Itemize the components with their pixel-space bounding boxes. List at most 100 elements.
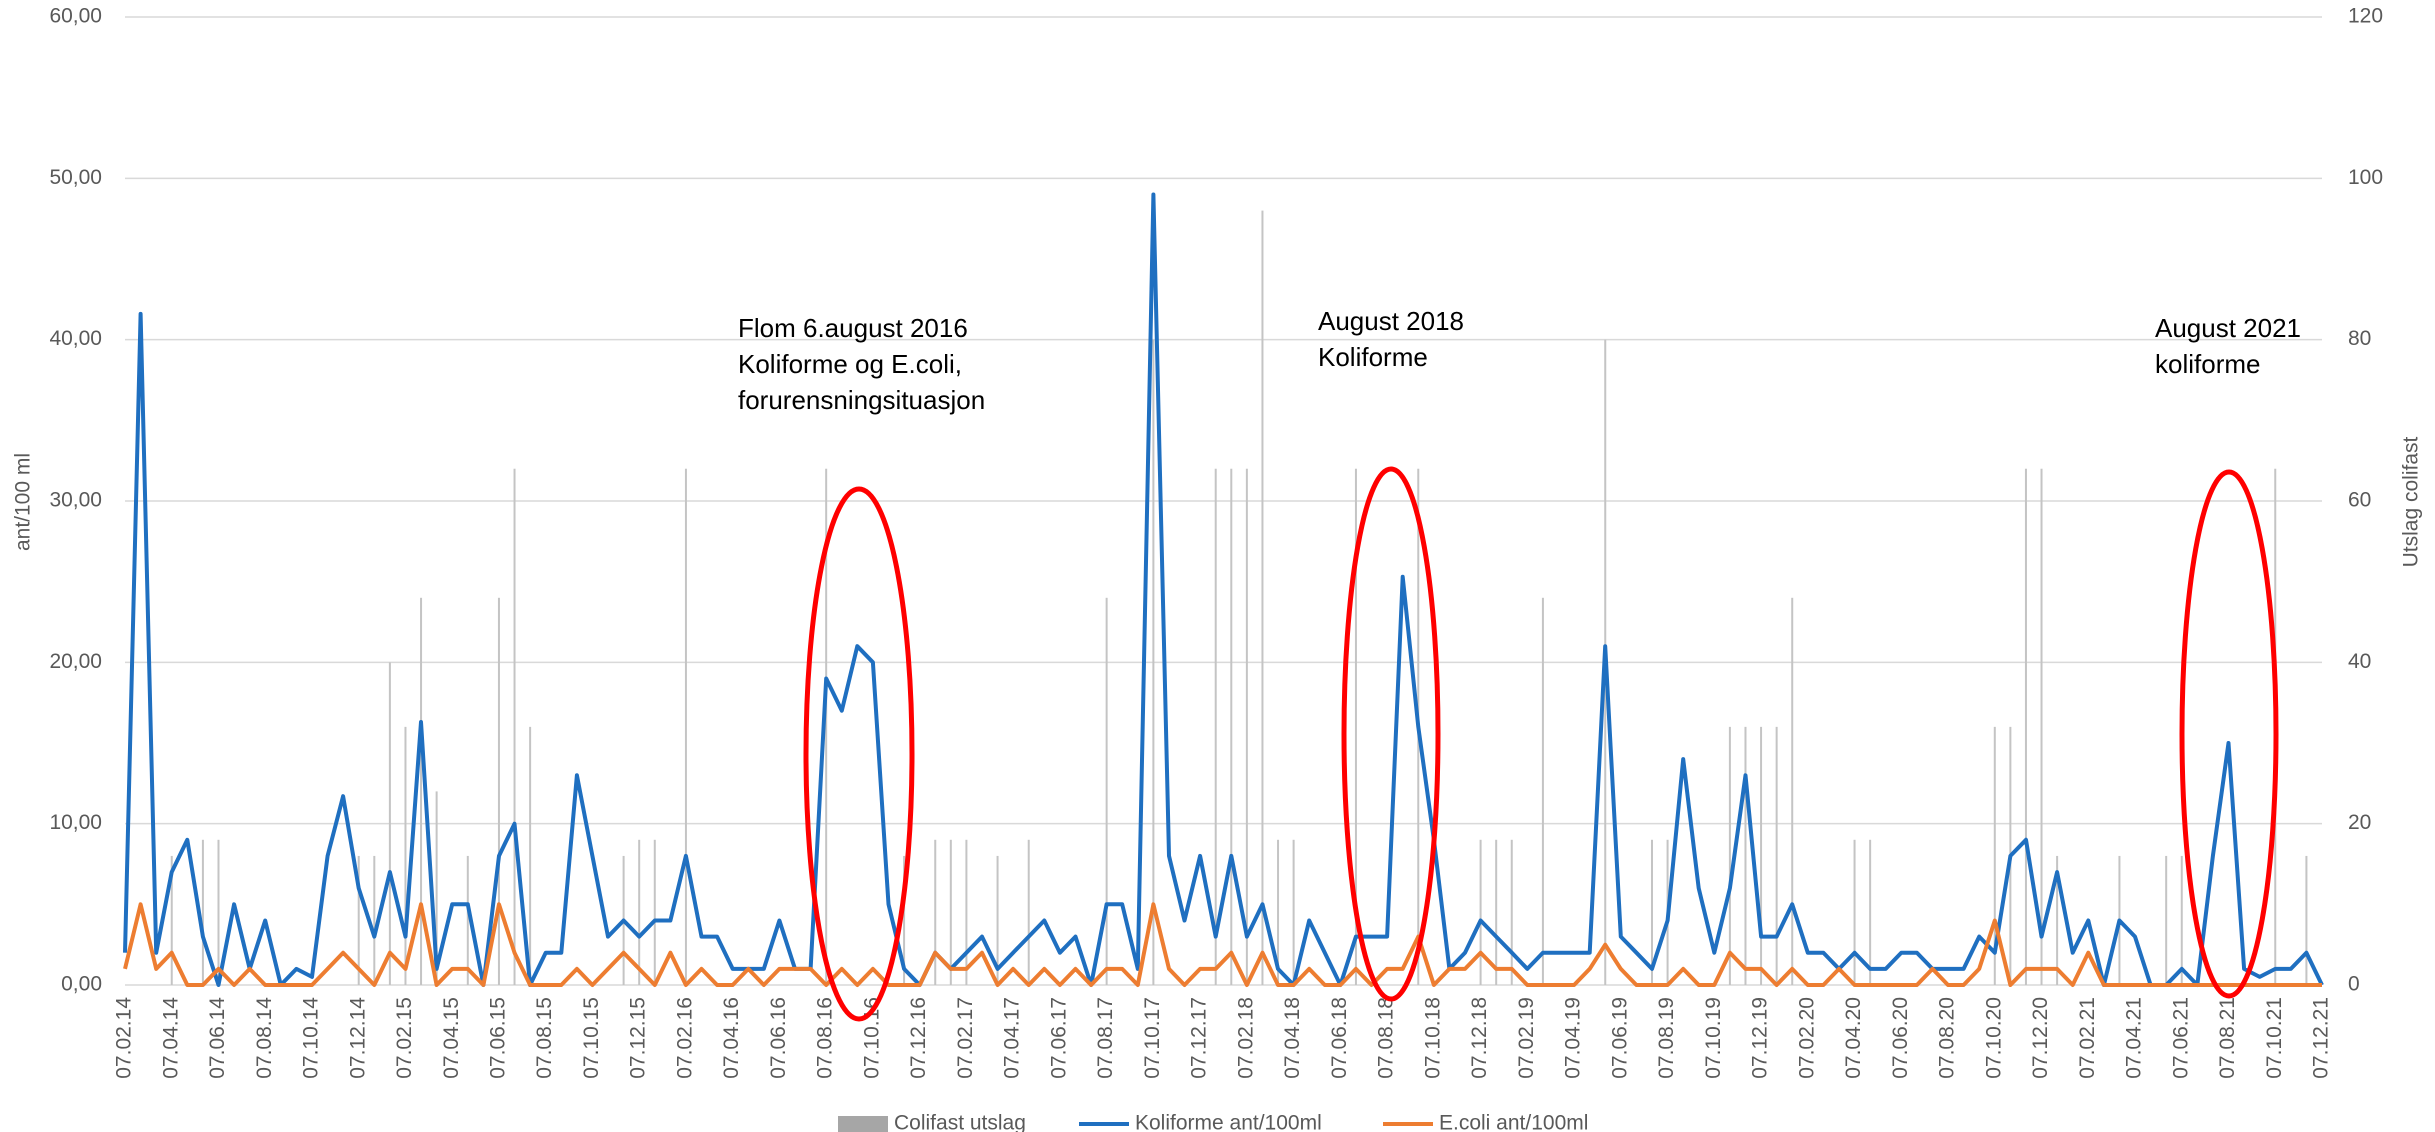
bar xyxy=(201,839,204,985)
x-tick-label: 07.08.21 xyxy=(2216,997,2239,1079)
x-tick-label: 07.02.21 xyxy=(2076,997,2099,1079)
y-tick-label: 60,00 xyxy=(49,5,102,28)
bar xyxy=(1152,339,1155,986)
bar xyxy=(684,468,687,985)
bar xyxy=(373,855,376,985)
bar xyxy=(388,662,391,985)
bar xyxy=(1027,839,1030,985)
x-tick-label: 07.10.18 xyxy=(1421,997,1444,1079)
bar xyxy=(2024,468,2027,985)
x-tick-label: 07.06.18 xyxy=(1328,997,1351,1079)
x-tick-label: 07.08.18 xyxy=(1375,997,1398,1079)
bar xyxy=(934,839,937,985)
x-tick-label: 07.04.20 xyxy=(1842,997,1865,1079)
x-tick-label: 07.12.17 xyxy=(1188,997,1211,1079)
bar xyxy=(2056,855,2059,985)
x-tick-label: 07.10.19 xyxy=(1702,997,1725,1079)
y2-tick-label: 40 xyxy=(2348,650,2371,673)
y-axis-label: ant/100 ml xyxy=(12,453,35,551)
y-tick-label: 0,00 xyxy=(61,973,102,996)
annotation: forurensningsituasjon xyxy=(738,385,985,415)
bar xyxy=(1541,597,1544,985)
bar xyxy=(170,855,173,985)
bar xyxy=(1214,468,1217,985)
legend-swatch xyxy=(838,1116,888,1132)
y-tick-label: 40,00 xyxy=(49,327,102,350)
x-tick-label: 07.02.19 xyxy=(1515,997,1538,1079)
bar xyxy=(404,726,407,985)
x-tick-label: 07.10.14 xyxy=(300,997,323,1079)
bar xyxy=(1510,839,1513,985)
bar xyxy=(1292,839,1295,985)
x-tick-label: 07.02.20 xyxy=(1795,997,1818,1079)
bar xyxy=(357,855,360,985)
x-tick-label: 07.02.16 xyxy=(673,997,696,1079)
bar xyxy=(1105,597,1108,985)
bar xyxy=(1650,839,1653,985)
legend-label: Koliforme ant/100ml xyxy=(1135,1112,1322,1132)
x-tick-label: 07.02.18 xyxy=(1234,997,1257,1079)
x-tick-label: 07.08.14 xyxy=(253,997,276,1079)
x-tick-label: 07.04.17 xyxy=(1001,997,1024,1079)
y2-axis-label: Utslag colifast xyxy=(2400,436,2423,567)
x-tick-label: 07.08.20 xyxy=(1936,997,1959,1079)
bar xyxy=(1245,468,1248,985)
grid xyxy=(125,16,2322,986)
bar xyxy=(949,839,952,985)
bar xyxy=(1728,726,1731,985)
bar xyxy=(435,791,438,985)
bar xyxy=(2305,855,2308,985)
bars xyxy=(170,210,2308,986)
x-tick-label: 07.10.20 xyxy=(1982,997,2005,1079)
x-tick-label: 07.02.14 xyxy=(113,997,136,1079)
bar xyxy=(2165,855,2168,985)
x-tick-label: 07.04.14 xyxy=(159,997,182,1079)
line-series xyxy=(123,192,2324,987)
x-tick-label: 07.06.19 xyxy=(1608,997,1631,1079)
bar xyxy=(2040,468,2043,985)
bar xyxy=(497,597,500,985)
x-tick-label: 07.08.17 xyxy=(1094,997,1117,1079)
bar xyxy=(1853,839,1856,985)
x-tick-label: 07.08.19 xyxy=(1655,997,1678,1079)
x-tick-label: 07.08.16 xyxy=(814,997,837,1079)
x-tick-label: 07.06.14 xyxy=(206,997,229,1079)
bar xyxy=(1791,597,1794,985)
annotation: Koliforme xyxy=(1318,342,1428,372)
y2-tick-label: 60 xyxy=(2348,489,2371,512)
x-tick-label: 07.08.15 xyxy=(533,997,556,1079)
x-tick-label: 07.06.16 xyxy=(767,997,790,1079)
labels: 0,00 10,00 20,00 30,00 40,00 50,00 60,00 0 20 40 6… xyxy=(49,5,2383,1132)
x-tick-label: 07.10.15 xyxy=(580,997,603,1079)
highlight-ellipse xyxy=(803,486,915,1022)
annotation: Flom 6.august 2016 xyxy=(738,313,968,343)
y2-tick-label: 80 xyxy=(2348,327,2371,350)
x-tick-label: 07.02.15 xyxy=(393,997,416,1079)
bar xyxy=(513,468,516,985)
bar xyxy=(996,855,999,985)
x-tick-label: 07.04.21 xyxy=(2123,997,2146,1079)
bar xyxy=(638,839,641,985)
highlight-ellipse xyxy=(1341,466,1441,1002)
bar xyxy=(1744,726,1747,985)
legend-label: E.coli ant/100ml xyxy=(1439,1112,1588,1132)
annotation: koliforme xyxy=(2155,349,2260,379)
bar xyxy=(529,726,532,985)
bar xyxy=(1869,839,1872,985)
y-tick-label: 10,00 xyxy=(49,811,102,834)
bar xyxy=(1495,839,1498,985)
annotation: August 2021 xyxy=(2155,313,2301,343)
highlight-ellipse xyxy=(2179,469,2279,999)
x-tick-label: 07.04.18 xyxy=(1281,997,1304,1079)
bar xyxy=(1479,839,1482,985)
bar xyxy=(420,597,423,985)
x-tick-label: 07.06.17 xyxy=(1047,997,1070,1079)
bar xyxy=(1760,726,1763,985)
y2-tick-label: 0 xyxy=(2348,973,2360,996)
bar xyxy=(825,468,828,985)
x-tick-label: 07.06.20 xyxy=(1889,997,1912,1079)
x-tick-label: 07.02.17 xyxy=(954,997,977,1079)
x-tick-label: 07.12.16 xyxy=(907,997,930,1079)
x-tick-label: 07.04.15 xyxy=(440,997,463,1079)
